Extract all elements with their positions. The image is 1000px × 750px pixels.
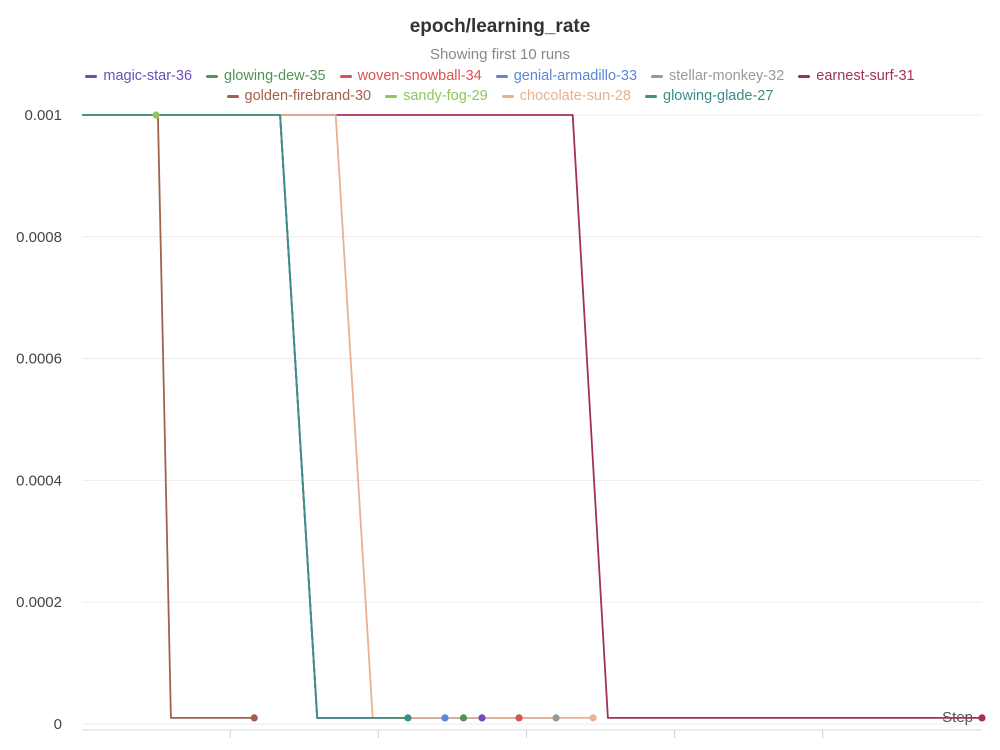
series-line-chocolate-sun-28 xyxy=(82,114,594,719)
chart-title: epoch/learning_rate xyxy=(409,16,591,37)
legend-label: golden-firebrand-30 xyxy=(244,88,372,104)
y-tick-label: 0.0002 xyxy=(16,594,62,611)
series-end-point-earnest-surf-31 xyxy=(978,714,986,722)
legend-swatch xyxy=(501,94,514,98)
series-line-magic-star-36 xyxy=(82,114,482,719)
legend-label: stellar-monkey-32 xyxy=(669,68,785,84)
series-line-glowing-glade-27 xyxy=(82,114,408,719)
series-end-point-stellar-monkey-32 xyxy=(552,714,560,722)
legend-item[interactable]: chocolate-sun-28 xyxy=(501,88,631,104)
legend-item[interactable]: sandy-fog-29 xyxy=(385,88,488,104)
legend-item[interactable]: golden-firebrand-30 xyxy=(226,88,372,104)
legend-label: glowing-glade-27 xyxy=(663,88,774,104)
series-line-golden-firebrand-30 xyxy=(82,114,255,719)
legend-swatch xyxy=(85,74,98,78)
legend-swatch xyxy=(339,74,352,78)
legend-swatch xyxy=(798,74,811,78)
legend-label: chocolate-sun-28 xyxy=(519,88,631,104)
legend-label: magic-star-36 xyxy=(103,68,193,84)
series-line-earnest-surf-31 xyxy=(82,114,982,719)
legend-swatch xyxy=(226,94,239,98)
series-end-point-woven-snowball-34 xyxy=(515,714,523,722)
series-end-point-glowing-dew-35 xyxy=(459,714,468,722)
series-end-point-chocolate-sun-28 xyxy=(589,714,597,722)
legend-label: earnest-surf-31 xyxy=(816,68,915,84)
legend-row-2: golden-firebrand-30 sandy-fog-29 chocolate… xyxy=(0,86,1000,106)
legend-swatch xyxy=(385,94,398,98)
legend-item[interactable]: woven-snowball-34 xyxy=(339,68,482,84)
series-end-point-glowing-glade-27 xyxy=(404,714,412,722)
series-line-stellar-monkey-32 xyxy=(82,114,557,719)
y-tick-label: 0.0008 xyxy=(16,229,62,246)
legend-label: glowing-dew-35 xyxy=(224,68,326,84)
y-tick-label: 0.0006 xyxy=(16,351,62,368)
legend-label: woven-snowball-34 xyxy=(357,68,482,84)
series-end-point-genial-armadillo-33 xyxy=(441,714,449,722)
legend-item[interactable]: magic-star-36 xyxy=(85,68,192,84)
legend-swatch xyxy=(645,94,657,98)
series-line-glowing-dew-35 xyxy=(82,114,464,719)
legend: magic-star-36 glowing-dew-35 woven-snowbal… xyxy=(0,66,1000,106)
legend-swatch xyxy=(651,74,664,78)
y-tick-label: 0 xyxy=(54,716,62,733)
series-end-point-sandy-fog-29 xyxy=(152,111,160,119)
y-tick-label: 0.001 xyxy=(24,107,62,124)
legend-swatch xyxy=(206,74,219,78)
legend-item[interactable]: earnest-surf-31 xyxy=(798,68,915,84)
chart-subtitle: Showing first 10 runs xyxy=(429,46,571,63)
legend-row-1: magic-star-36 glowing-dew-35 woven-snowbal… xyxy=(0,66,1000,86)
legend-item[interactable]: glowing-glade-27 xyxy=(645,88,773,104)
legend-item[interactable]: stellar-monkey-32 xyxy=(651,68,784,84)
legend-swatch xyxy=(495,74,508,78)
series-line-genial-armadillo-33 xyxy=(82,114,445,719)
series-line-woven-snowball-34 xyxy=(82,114,519,719)
legend-label: sandy-fog-29 xyxy=(403,88,488,104)
y-tick-label: 0.0004 xyxy=(16,472,62,489)
series-end-point-golden-firebrand-30 xyxy=(250,714,258,722)
legend-item[interactable]: genial-armadillo-33 xyxy=(495,68,638,84)
series-end-point-magic-star-36 xyxy=(478,714,486,722)
legend-label: genial-armadillo-33 xyxy=(513,68,638,84)
legend-item[interactable]: glowing-dew-35 xyxy=(206,68,326,84)
